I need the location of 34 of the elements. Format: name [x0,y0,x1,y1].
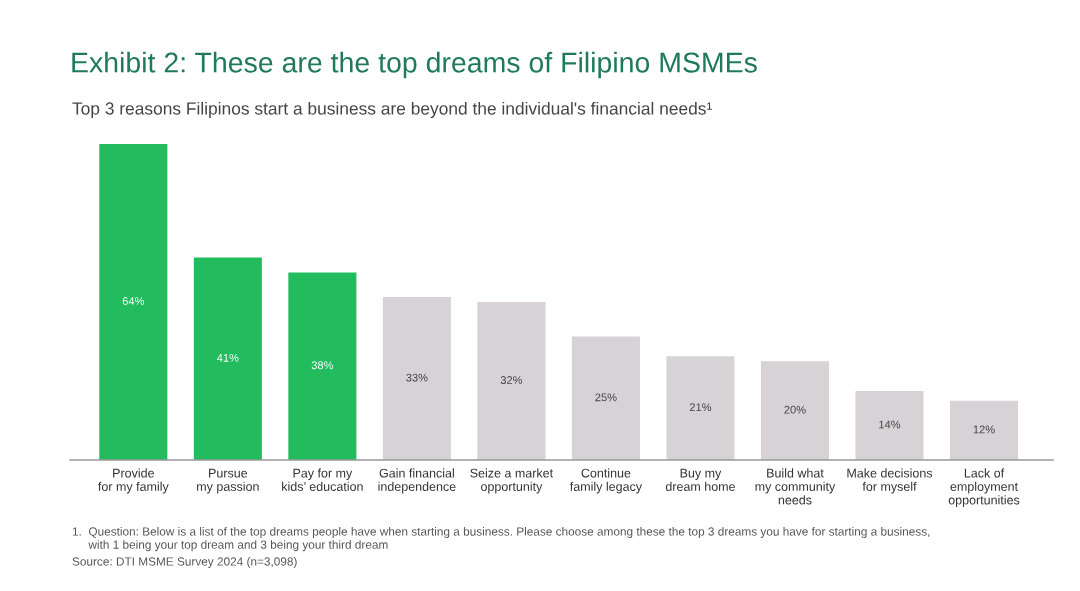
bar [99,144,168,460]
bar [288,272,357,460]
x-tick-label: Pay for my kids’ education [282,468,363,491]
data-label: 25% [595,393,617,402]
data-label: 32% [500,376,523,384]
x-tick-label: Provide for my family [98,468,169,494]
data-label: 12% [973,425,995,434]
x-tick-label: Build what my community needs [755,468,836,505]
x-tick-label: Pursue my passion [197,468,259,494]
x-tick-label: Lack of employment opportunities [948,468,1020,507]
x-tick-label: Continue family legacy [569,468,643,494]
bar [477,302,546,460]
x-tick-label: Buy my dream home [665,468,735,491]
data-label: 41% [216,353,239,362]
chart-title: Exhibit 2: These are the top dreams of Filipino MSMEs [72,51,757,79]
x-tick-label: Gain financial independence [378,468,456,494]
bar [760,361,829,460]
data-label: 38% [311,361,334,370]
bar [949,400,1019,460]
data-label: 64% [122,297,145,305]
bar [855,390,924,460]
bar [666,356,735,460]
data-label: 14% [879,420,901,429]
chart-subtitle: Top 3 reasons Filipinos start a business are beyond the individual's financial needs¹ [72,101,712,119]
bar [382,297,451,460]
source-note: Source: DTI MSME Survey 2024 (n=3,098) [72,557,297,569]
bar [193,257,262,460]
text: 1. Question: Below is a list of the top dreams people have when starting a business. Please choose among these the top 3 dreams you have for starting a business, with 1 being your top dream and 3 being your third dream [72,527,930,552]
x-tick-label: Make decisions for myself [847,468,933,494]
x-tick-label: Seize a market opportunity [470,468,553,494]
data-label: 33% [406,373,428,382]
bar [571,336,640,460]
data-label: 20% [784,405,806,414]
data-label: 21% [689,403,712,412]
